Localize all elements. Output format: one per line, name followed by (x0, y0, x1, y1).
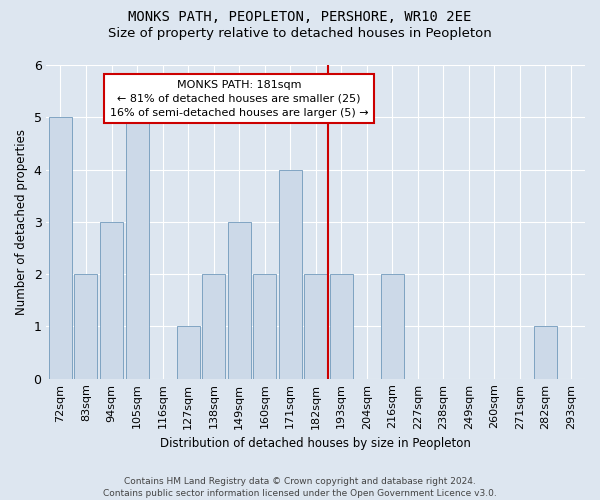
Bar (253, 274, 276, 378)
Bar (74, 274, 97, 378)
Text: Contains public sector information licensed under the Open Government Licence v3: Contains public sector information licen… (103, 488, 497, 498)
X-axis label: Distribution of detached houses by size in Peopleton: Distribution of detached houses by size … (160, 437, 471, 450)
Bar (125, 118, 149, 378)
Text: MONKS PATH: 181sqm
← 81% of detached houses are smaller (25)
16% of semi-detache: MONKS PATH: 181sqm ← 81% of detached hou… (110, 80, 368, 118)
Bar (176, 326, 200, 378)
Text: Contains HM Land Registry data © Crown copyright and database right 2024.: Contains HM Land Registry data © Crown c… (124, 477, 476, 486)
Text: Size of property relative to detached houses in Peopleton: Size of property relative to detached ho… (108, 28, 492, 40)
Bar (381, 274, 404, 378)
Text: MONKS PATH, PEOPLETON, PERSHORE, WR10 2EE: MONKS PATH, PEOPLETON, PERSHORE, WR10 2E… (128, 10, 472, 24)
Bar (304, 274, 327, 378)
Bar (330, 274, 353, 378)
Bar (278, 170, 302, 378)
Bar (49, 118, 72, 378)
Bar (202, 274, 225, 378)
Bar (227, 222, 251, 378)
Y-axis label: Number of detached properties: Number of detached properties (15, 129, 28, 315)
Bar (534, 326, 557, 378)
Bar (100, 222, 123, 378)
